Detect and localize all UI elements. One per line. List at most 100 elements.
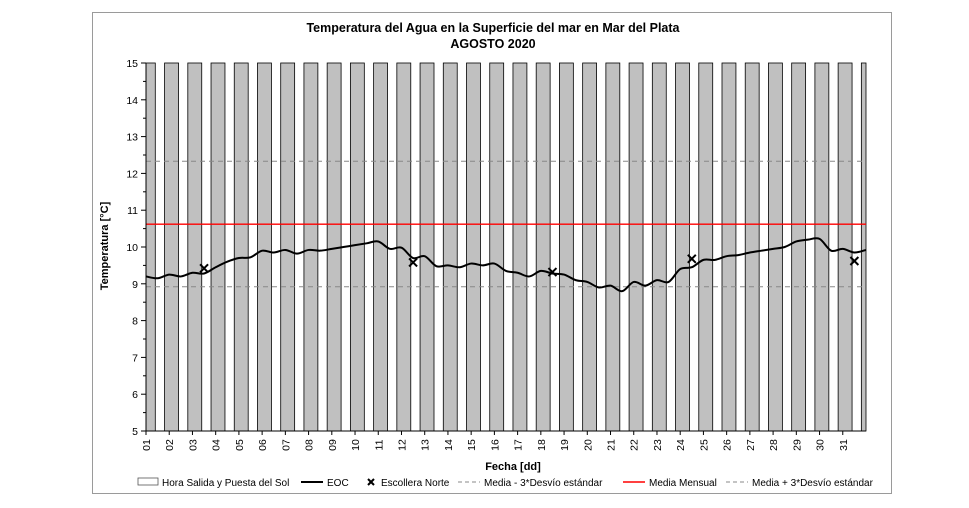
night-band-21 bbox=[605, 62, 621, 432]
y-tick-label: 11 bbox=[127, 205, 138, 217]
y-tick-label: 13 bbox=[126, 132, 138, 144]
series-eoc-line bbox=[145, 237, 867, 293]
y-tick-label: 6 bbox=[132, 389, 138, 401]
x-tick-label: 29 bbox=[791, 439, 803, 451]
chart-subtitle: AGOSTO 2020 bbox=[450, 37, 535, 51]
plot-area bbox=[145, 62, 867, 432]
y-tick-label: 5 bbox=[132, 426, 138, 438]
night-band-1 bbox=[145, 62, 156, 432]
chart: Temperatura del Agua en la Superficie de… bbox=[99, 21, 874, 489]
x-tick-label: 09 bbox=[327, 439, 339, 451]
night-band-20 bbox=[582, 62, 597, 432]
legend-item-2: EOC bbox=[301, 478, 349, 489]
night-band-31 bbox=[837, 62, 853, 432]
y-tick-label: 9 bbox=[132, 279, 138, 291]
x-tick-label: 16 bbox=[489, 439, 501, 451]
night-band-19 bbox=[559, 62, 574, 432]
legend-item-5: Media Mensual bbox=[623, 478, 717, 489]
night-band-10 bbox=[349, 62, 365, 432]
night-band-13 bbox=[419, 62, 435, 432]
night-band-18 bbox=[535, 62, 551, 432]
x-tick-label: 14 bbox=[443, 439, 455, 451]
y-tick-label: 8 bbox=[132, 316, 138, 328]
x-tick-label: 13 bbox=[420, 439, 432, 451]
x-tick-label: 31 bbox=[838, 439, 850, 451]
marker-stroke bbox=[849, 256, 860, 266]
night-band-17 bbox=[512, 62, 528, 432]
legend-swatch bbox=[137, 477, 159, 486]
night-band-6 bbox=[257, 62, 272, 432]
x-tick-label: 18 bbox=[536, 439, 548, 451]
x-tick-label: 04 bbox=[211, 439, 223, 451]
legend-label: Media Mensual bbox=[649, 478, 717, 489]
night-band-32 bbox=[860, 62, 867, 432]
night-band-24 bbox=[675, 62, 690, 432]
y-tick-label: 10 bbox=[126, 242, 138, 254]
night-band-2 bbox=[164, 62, 179, 432]
night-band-25 bbox=[698, 62, 714, 432]
legend-item-4: Media - 3*Desvío estándar bbox=[458, 478, 603, 489]
night-band-26 bbox=[721, 62, 737, 432]
escollera-norte-point-4 bbox=[687, 254, 697, 264]
x-tick-label: 27 bbox=[745, 439, 757, 451]
marker-stroke bbox=[199, 263, 209, 274]
legend-label: Escollera Norte bbox=[381, 478, 450, 489]
legend-label: EOC bbox=[327, 478, 349, 489]
escollera-norte-point-3 bbox=[547, 267, 558, 277]
marker-stroke bbox=[547, 267, 558, 277]
night-band-7 bbox=[280, 62, 296, 432]
legend: Hora Salida y Puesta del Sol EOC Escollera… bbox=[137, 477, 874, 489]
escollera-norte-point-5 bbox=[849, 256, 860, 266]
marker-stroke bbox=[408, 257, 418, 268]
y-axis-title: Temperatura [°C] bbox=[99, 201, 111, 290]
y-tick-label: 15 bbox=[126, 58, 138, 70]
x-tick-label: 02 bbox=[164, 439, 176, 451]
marker-stroke bbox=[687, 254, 697, 264]
x-tick-label: 12 bbox=[396, 439, 408, 451]
x-tick-label: 30 bbox=[815, 439, 827, 451]
x-tick-label: 28 bbox=[768, 439, 780, 451]
night-band-23 bbox=[651, 62, 667, 432]
night-band-22 bbox=[628, 62, 644, 432]
legend-swatch bbox=[367, 478, 375, 486]
x-tick-label: 21 bbox=[606, 439, 618, 451]
y-tick-label: 7 bbox=[132, 352, 138, 364]
x-tick-label: 17 bbox=[513, 439, 525, 451]
x-tick-label: 08 bbox=[304, 439, 316, 451]
x-tick-label: 11 bbox=[373, 439, 385, 450]
night-band-16 bbox=[489, 62, 505, 432]
escollera-norte-point-2 bbox=[408, 257, 418, 268]
night-band-29 bbox=[791, 62, 807, 432]
x-tick-label: 26 bbox=[722, 439, 734, 451]
y-tick-label: 12 bbox=[126, 168, 138, 180]
x-tick-label: 25 bbox=[698, 439, 710, 451]
night-band-3 bbox=[187, 62, 203, 432]
legend-item-1: Hora Salida y Puesta del Sol bbox=[137, 477, 289, 489]
night-band-15 bbox=[466, 62, 481, 432]
legend-label: Media + 3*Desvío estándar bbox=[752, 478, 874, 489]
night-band-5 bbox=[233, 62, 249, 432]
x-tick-label: 19 bbox=[559, 439, 571, 451]
chart-frame: Temperatura del Agua en la Superficie de… bbox=[92, 12, 892, 494]
axes: 5 6 7 8 9 10 11 12 13 14 15 01 02 03 04 05 06 07 08 09 10 11 1… bbox=[126, 58, 866, 451]
y-tick-label: 14 bbox=[126, 95, 138, 107]
x-axis-title: Fecha [dd] bbox=[485, 461, 541, 473]
legend-item-6: Media + 3*Desvío estándar bbox=[726, 478, 874, 489]
escollera-norte-point-1 bbox=[199, 263, 209, 274]
x-tick-label: 22 bbox=[629, 439, 641, 451]
legend-label: Hora Salida y Puesta del Sol bbox=[162, 478, 289, 489]
x-tick-label: 20 bbox=[582, 439, 594, 451]
x-tick-label: 05 bbox=[234, 439, 246, 451]
x-tick-label: 10 bbox=[350, 439, 362, 451]
x-tick-label: 06 bbox=[257, 439, 269, 451]
legend-item-3: Escollera Norte bbox=[367, 478, 450, 489]
x-tick-label: 24 bbox=[675, 439, 687, 451]
night-band-4 bbox=[210, 62, 226, 432]
night-band-14 bbox=[442, 62, 458, 432]
legend-label: Media - 3*Desvío estándar bbox=[484, 478, 603, 489]
night-band-8 bbox=[303, 62, 319, 432]
chart-title: Temperatura del Agua en la Superficie de… bbox=[306, 21, 680, 35]
x-tick-label: 01 bbox=[141, 439, 153, 451]
x-tick-label: 07 bbox=[280, 439, 292, 451]
x-tick-label: 15 bbox=[466, 439, 478, 451]
